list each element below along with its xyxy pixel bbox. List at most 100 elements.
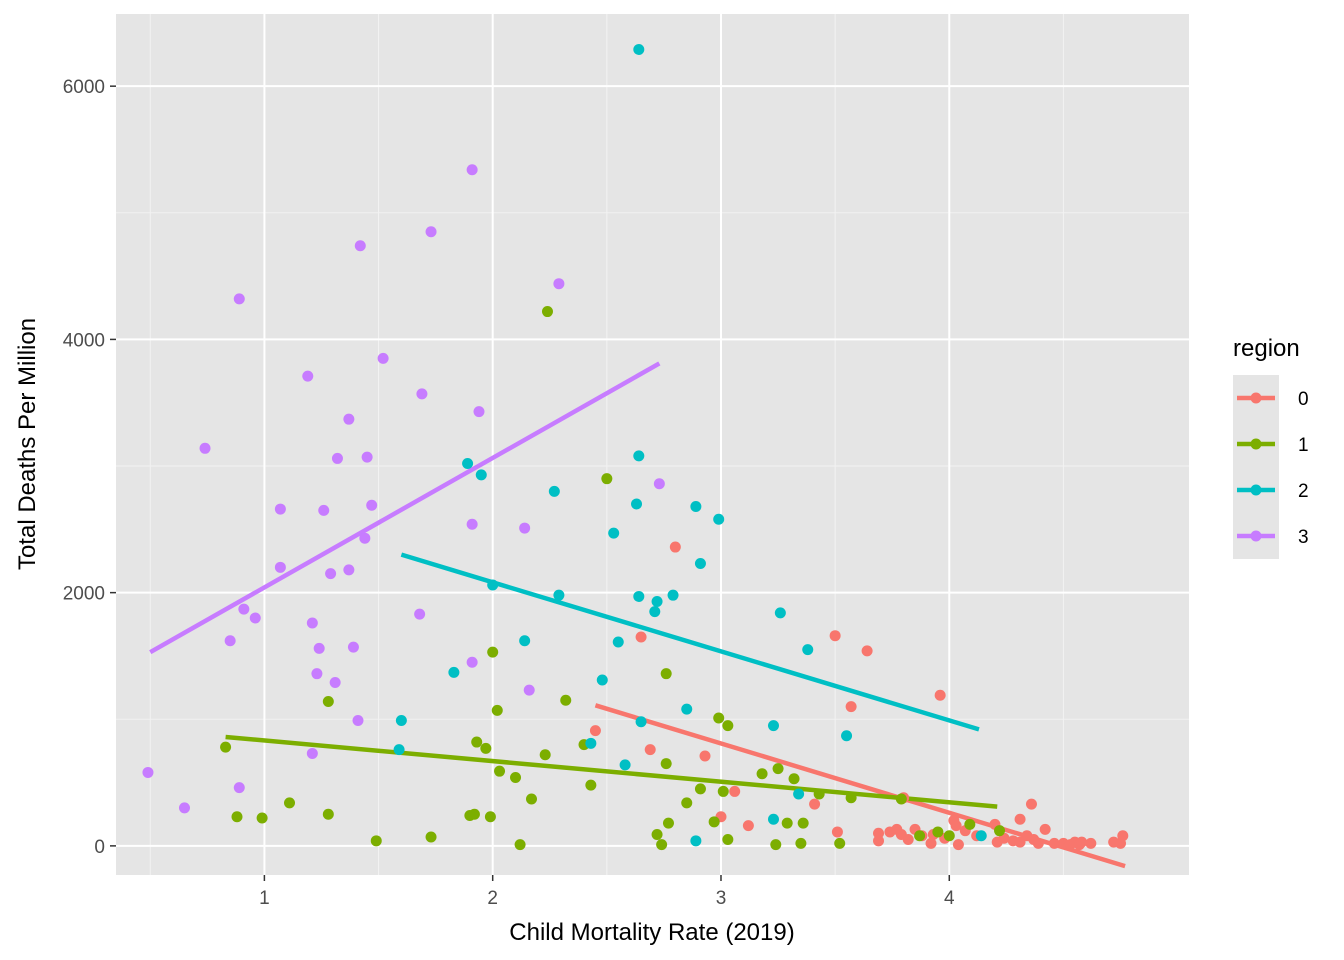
x-tick-label: 2 <box>487 888 498 909</box>
point-region-2 <box>841 730 853 742</box>
point-region-2 <box>553 589 565 601</box>
point-region-0 <box>845 701 857 713</box>
point-region-3 <box>466 518 478 530</box>
point-region-1 <box>662 817 674 829</box>
point-region-2 <box>548 485 560 497</box>
legend-title: region <box>1233 335 1300 362</box>
point-region-2 <box>462 457 474 469</box>
point-region-3 <box>233 782 245 794</box>
point-region-3 <box>523 684 535 696</box>
point-region-1 <box>932 826 944 838</box>
point-region-1 <box>964 818 976 830</box>
point-region-0 <box>1014 813 1026 825</box>
point-region-1 <box>322 808 334 820</box>
point-region-0 <box>925 837 937 849</box>
point-region-3 <box>249 612 261 624</box>
point-region-2 <box>681 703 693 715</box>
point-region-2 <box>667 589 679 601</box>
point-region-2 <box>713 513 725 525</box>
y-axis: 0 2000 4000 6000 <box>63 77 116 858</box>
y-tick-label: 6000 <box>63 77 105 98</box>
point-region-1 <box>943 830 955 842</box>
point-region-3 <box>313 642 325 654</box>
point-region-0 <box>1076 836 1088 848</box>
point-region-0 <box>1025 798 1037 810</box>
point-region-2 <box>608 527 620 539</box>
point-region-1 <box>994 825 1006 837</box>
point-region-0 <box>699 750 711 762</box>
point-region-1 <box>717 785 729 797</box>
point-region-2 <box>619 759 631 771</box>
point-region-0 <box>1048 837 1060 849</box>
point-region-3 <box>466 164 478 176</box>
point-region-0 <box>809 798 821 810</box>
point-region-1 <box>560 694 572 706</box>
point-region-2 <box>651 596 663 608</box>
point-region-2 <box>448 666 460 678</box>
point-region-0 <box>589 725 601 737</box>
point-region-1 <box>834 837 846 849</box>
point-region-3 <box>352 715 364 727</box>
point-region-3 <box>325 568 337 580</box>
point-region-1 <box>660 758 672 770</box>
point-region-0 <box>873 827 885 839</box>
point-region-1 <box>425 831 437 843</box>
point-region-3 <box>142 766 154 778</box>
legend-key-point <box>1250 530 1262 542</box>
point-region-3 <box>653 478 665 490</box>
point-region-1 <box>220 741 232 753</box>
point-region-1 <box>601 473 613 485</box>
point-region-1 <box>694 783 706 795</box>
point-region-3 <box>553 278 565 290</box>
point-region-3 <box>354 240 366 252</box>
y-tick-label: 4000 <box>63 330 105 351</box>
point-region-3 <box>224 635 236 647</box>
point-region-2 <box>395 715 407 727</box>
point-region-1 <box>487 646 499 658</box>
point-region-3 <box>466 656 478 668</box>
point-region-2 <box>487 579 499 591</box>
point-region-1 <box>713 712 725 724</box>
point-region-1 <box>480 742 492 754</box>
point-region-0 <box>831 826 843 838</box>
point-region-1 <box>708 816 720 828</box>
point-region-3 <box>519 522 531 534</box>
legend-key-point <box>1250 438 1262 450</box>
legend-key-point <box>1250 392 1262 404</box>
point-region-2 <box>631 498 643 510</box>
point-region-1 <box>788 773 800 785</box>
point-region-1 <box>781 817 793 829</box>
point-region-0 <box>1039 823 1051 835</box>
point-region-1 <box>660 668 672 680</box>
point-region-2 <box>793 788 805 800</box>
point-region-0 <box>742 820 754 832</box>
point-region-3 <box>199 442 211 454</box>
point-region-2 <box>596 674 608 686</box>
point-region-1 <box>510 772 522 784</box>
legend-label: 1 <box>1298 435 1309 456</box>
point-region-1 <box>797 817 809 829</box>
point-region-3 <box>361 451 373 463</box>
x-tick-label: 1 <box>259 888 270 909</box>
point-region-1 <box>539 749 551 761</box>
point-region-2 <box>633 43 645 55</box>
legend-label: 0 <box>1298 389 1309 410</box>
point-region-3 <box>331 452 343 464</box>
legend-label: 3 <box>1298 527 1309 548</box>
point-region-2 <box>975 830 987 842</box>
point-region-1 <box>514 839 526 851</box>
point-region-3 <box>274 561 286 573</box>
point-region-0 <box>873 835 885 847</box>
point-region-2 <box>802 644 814 656</box>
point-region-1 <box>256 812 268 824</box>
point-region-1 <box>895 793 907 805</box>
point-region-0 <box>1032 837 1044 849</box>
point-region-1 <box>494 765 506 777</box>
data-points <box>142 43 1129 851</box>
point-region-3 <box>425 226 437 238</box>
point-region-2 <box>519 635 531 647</box>
point-region-1 <box>756 768 768 780</box>
legend-keys: 0 1 2 3 <box>1233 375 1309 559</box>
point-region-2 <box>690 835 702 847</box>
point-region-3 <box>377 352 389 364</box>
